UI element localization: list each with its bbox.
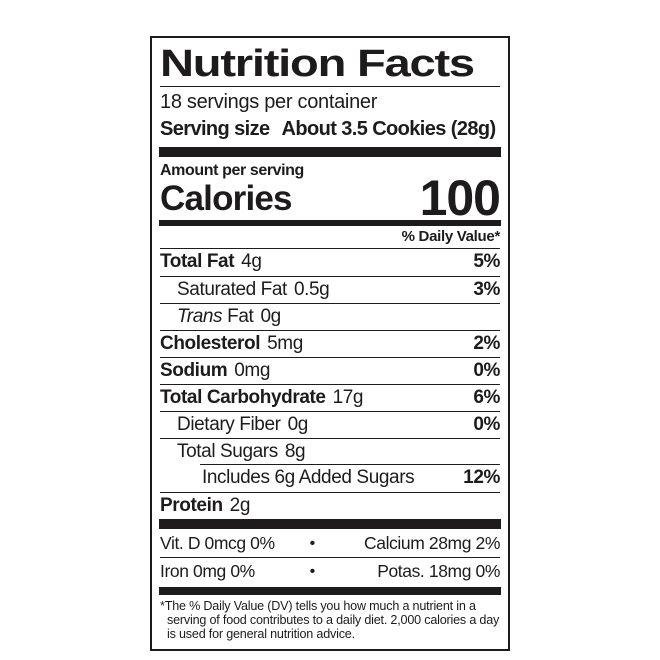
nutrient-row-dietary-fiber: Dietary Fiber 0g 0% [160,411,500,438]
micronutrient-left: Iron 0mg 0% [160,561,255,581]
label-title-text: Nutrition Facts [160,43,475,85]
nutrient-amount: 0.5g [293,279,330,300]
nutrient-dv: 5% [473,251,500,272]
serving-size-value: About 3.5 Cookies (28g) [281,118,497,140]
nutrient-row-added-sugars: Includes 6g Added Sugars 12% [160,464,500,492]
nutrient-name-italic: Trans [177,306,223,327]
nutrient-name: Total Carbohydrate [160,387,326,408]
nutrient-dv: 0% [473,360,500,381]
nutrient-dv: 6% [473,387,500,408]
nutrient-row-protein: Protein 2g [160,492,500,519]
nutrient-amount: 2g [229,495,251,516]
divider-bar-thick-middle [159,519,501,529]
calories-value: 100 [419,170,501,226]
divider-bar-medium [159,220,501,226]
micronutrient-row-vitd-calcium: Vit. D 0mcg 0% • Calcium 28mg 2% [160,530,500,557]
nutrient-name: Cholesterol [160,333,261,354]
divider-bar-thick-bottom [159,587,501,595]
micronutrient-right: Potas. 18mg 0% [377,561,500,581]
nutrient-row-trans-fat: Trans Fat 0g [160,303,500,330]
serving-size-row: Serving size About 3.5 Cookies (28g) [160,116,500,147]
nutrient-amount: 5mg [267,333,303,354]
nutrient-row-total-fat: Total Fat 4g 5% [160,249,500,276]
nutrient-amount: 4g [241,251,262,272]
nutrient-dv: 12% [463,467,500,488]
nutrient-row-total-sugars: Total Sugars 8g [160,438,500,465]
nutrient-amount: 0mg [234,360,271,381]
nutrient-amount: 17g [332,387,364,408]
micronutrient-right: Calcium 28mg 2% [364,533,500,553]
daily-value-footnote: *The % Daily Value (DV) tells you how mu… [160,599,500,641]
nutrient-row-saturated-fat: Saturated Fat 0.5g 3% [160,276,500,303]
nutrient-name: Includes 6g Added Sugars [202,467,415,488]
bullet-separator: • [309,535,316,552]
nutrient-name: Protein [160,495,223,516]
nutrient-row-total-carbohydrate: Total Carbohydrate 17g 6% [160,384,500,411]
nutrient-name: Dietary Fiber [177,414,281,435]
calories-label: Calories [160,179,293,218]
micronutrient-left: Vit. D 0mcg 0% [160,533,275,553]
nutrient-dv: 0% [473,414,500,435]
micronutrient-row-iron-potassium: Iron 0mg 0% • Potas. 18mg 0% [160,557,500,585]
serving-size-label: Serving size [160,118,270,140]
servings-per-container: 18 servings per container [160,91,378,113]
daily-value-header: % Daily Value* [160,226,500,249]
bullet-separator: • [309,563,316,580]
nutrient-row-sodium: Sodium 0mg 0% [160,357,500,384]
nutrient-dv: 3% [473,279,500,300]
nutrient-name: Saturated Fat [177,279,287,300]
nutrient-amount: 0g [260,306,281,327]
micronutrients-section: Vit. D 0mcg 0% • Calcium 28mg 2% Iron 0m… [160,529,500,587]
label-title: Nutrition Facts [160,38,500,87]
amount-per-serving-heading: Amount per serving [160,162,304,179]
nutrient-name: Sodium [160,360,228,381]
nutrient-row-cholesterol: Cholesterol 5mg 2% [160,330,500,357]
nutrient-name: Total Fat [160,251,235,272]
nutrient-amount: 0g [287,414,309,435]
divider-bar-thick-top [159,147,501,157]
nutrition-facts-label: Nutrition Facts 18 servings per containe… [150,36,510,651]
calories-row: Calories 100 [160,170,501,226]
nutrient-dv: 2% [473,333,500,354]
nutrient-name: Fat [227,306,254,327]
nutrient-name: Total Sugars [177,441,278,462]
nutrient-amount: 8g [284,441,306,462]
